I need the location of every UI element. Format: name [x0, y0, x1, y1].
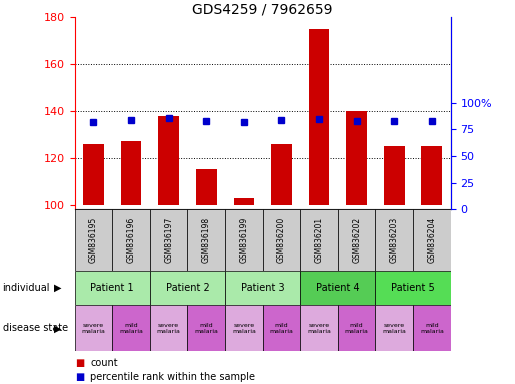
- Text: individual: individual: [3, 283, 50, 293]
- Bar: [263, 305, 300, 351]
- Text: Patient 4: Patient 4: [316, 283, 359, 293]
- Text: disease state: disease state: [3, 323, 67, 333]
- Text: GSM836204: GSM836204: [427, 217, 436, 263]
- Text: Patient 5: Patient 5: [391, 283, 435, 293]
- Text: Patient 1: Patient 1: [91, 283, 134, 293]
- Bar: [187, 209, 225, 271]
- Bar: [384, 146, 405, 205]
- Text: GSM836199: GSM836199: [239, 217, 248, 263]
- Text: mild
malaria: mild malaria: [119, 323, 143, 334]
- Text: count: count: [90, 358, 118, 368]
- Text: percentile rank within the sample: percentile rank within the sample: [90, 372, 255, 382]
- Bar: [375, 271, 451, 305]
- Bar: [112, 305, 150, 351]
- Text: GSM836202: GSM836202: [352, 217, 361, 263]
- Bar: [375, 209, 413, 271]
- Bar: [421, 146, 442, 205]
- Bar: [150, 305, 187, 351]
- Text: GSM836197: GSM836197: [164, 217, 173, 263]
- Bar: [263, 209, 300, 271]
- Text: mild
malaria: mild malaria: [269, 323, 294, 334]
- Text: severe
malaria: severe malaria: [232, 323, 256, 334]
- Bar: [158, 116, 179, 205]
- Text: GSM836203: GSM836203: [390, 217, 399, 263]
- Text: severe
malaria: severe malaria: [307, 323, 331, 334]
- Bar: [233, 198, 254, 205]
- Bar: [300, 271, 375, 305]
- Text: severe
malaria: severe malaria: [157, 323, 181, 334]
- Title: GDS4259 / 7962659: GDS4259 / 7962659: [193, 2, 333, 16]
- Text: ▶: ▶: [54, 323, 62, 333]
- Bar: [196, 169, 217, 205]
- Text: severe
malaria: severe malaria: [382, 323, 406, 334]
- Text: GSM836195: GSM836195: [89, 217, 98, 263]
- Text: GSM836198: GSM836198: [202, 217, 211, 263]
- Bar: [413, 305, 451, 351]
- Bar: [413, 209, 451, 271]
- Bar: [75, 209, 112, 271]
- Bar: [338, 305, 375, 351]
- Text: Patient 2: Patient 2: [166, 283, 209, 293]
- Text: mild
malaria: mild malaria: [420, 323, 444, 334]
- Text: ■: ■: [75, 372, 84, 382]
- Bar: [121, 141, 142, 205]
- Bar: [271, 144, 292, 205]
- Bar: [338, 209, 375, 271]
- Bar: [187, 305, 225, 351]
- Text: GSM836200: GSM836200: [277, 217, 286, 263]
- Bar: [75, 271, 150, 305]
- Text: ■: ■: [75, 358, 84, 368]
- Bar: [308, 29, 330, 205]
- Text: ▶: ▶: [54, 283, 62, 293]
- Text: GSM836201: GSM836201: [315, 217, 323, 263]
- Text: mild
malaria: mild malaria: [345, 323, 369, 334]
- Bar: [225, 209, 263, 271]
- Text: GSM836196: GSM836196: [127, 217, 135, 263]
- Text: Patient 3: Patient 3: [241, 283, 284, 293]
- Bar: [112, 209, 150, 271]
- Text: mild
malaria: mild malaria: [194, 323, 218, 334]
- Bar: [300, 305, 338, 351]
- Bar: [75, 305, 112, 351]
- Bar: [300, 209, 338, 271]
- Bar: [150, 209, 187, 271]
- Text: severe
malaria: severe malaria: [81, 323, 106, 334]
- Bar: [150, 271, 225, 305]
- Bar: [225, 305, 263, 351]
- Bar: [225, 271, 300, 305]
- Bar: [83, 144, 104, 205]
- Bar: [346, 111, 367, 205]
- Bar: [375, 305, 413, 351]
